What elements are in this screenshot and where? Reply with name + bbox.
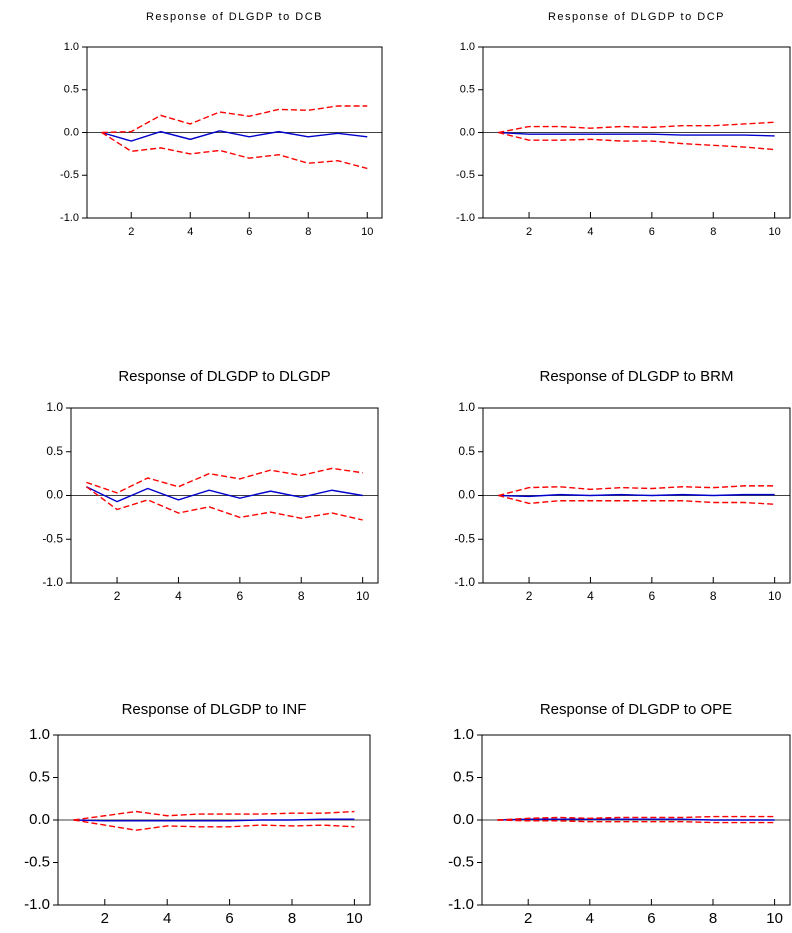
x-tick-label: 2: [526, 226, 532, 238]
response-line: [86, 486, 363, 503]
response-line: [498, 131, 775, 137]
x-tick-label: 2: [526, 589, 533, 603]
y-tick-label: 1.0: [460, 41, 475, 53]
y-tick-label: -0.5: [448, 853, 474, 870]
panel: Response of DLGDP to DCB -1.0 -0.5 0.0 0.5 1.…: [60, 11, 383, 238]
plot-frame: [57, 734, 371, 906]
y-tick-label: -1.0: [42, 575, 63, 589]
panel: Response of DLGDP to OPE -1.0 -0.5 0.0 0.5 1.…: [448, 701, 791, 927]
panel-title: Response of DLGDP to DLGDP: [118, 368, 330, 385]
y-tick-label: -0.5: [454, 531, 475, 545]
plot-frame: [482, 46, 791, 219]
y-tick-label: 0.0: [458, 488, 475, 502]
y-tick-label: 1.0: [458, 400, 475, 414]
x-tick-label: 4: [587, 589, 594, 603]
y-tick-label: -0.5: [24, 853, 50, 870]
x-tick-label: 6: [237, 589, 244, 603]
band-line: [73, 810, 355, 821]
y-tick-label: -0.5: [456, 169, 475, 181]
y-tick-label: 0.5: [46, 444, 63, 458]
y-tick-label: -1.0: [448, 896, 474, 913]
y-tick-label: 0.5: [458, 444, 475, 458]
x-tick-label: 6: [246, 226, 252, 238]
x-tick-label: 4: [587, 226, 593, 238]
x-tick-label: 8: [305, 226, 311, 238]
x-tick-label: 10: [766, 910, 783, 927]
y-tick-label: 0.0: [453, 811, 474, 828]
y-tick-label: 0.0: [46, 488, 63, 502]
panel-title: Response of DLGDP to DCB: [146, 11, 323, 23]
y-tick-label: 1.0: [64, 41, 79, 53]
x-tick-label: 10: [356, 589, 370, 603]
x-tick-label: 6: [649, 226, 655, 238]
x-tick-label: 2: [101, 910, 109, 927]
x-tick-label: 8: [710, 226, 716, 238]
band-line: [498, 121, 775, 134]
x-tick-label: 6: [225, 910, 233, 927]
response-line: [101, 130, 368, 142]
panel-title: Response of DLGDP to OPE: [540, 701, 732, 718]
y-tick-label: 0.5: [64, 84, 79, 96]
band-line: [498, 494, 775, 505]
band-line: [85, 486, 363, 521]
y-tick-label: 1.0: [46, 400, 63, 414]
x-tick-label: 2: [524, 910, 532, 927]
x-tick-label: 8: [710, 589, 717, 603]
y-tick-label: -0.5: [60, 169, 79, 181]
y-tick-label: 1.0: [453, 726, 474, 743]
y-tick-label: 0.5: [29, 768, 50, 785]
x-tick-label: 10: [769, 226, 781, 238]
y-tick-label: -1.0: [456, 212, 475, 224]
y-tick-label: 0.0: [64, 126, 79, 138]
x-tick-label: 4: [187, 226, 193, 238]
response-line: [498, 493, 775, 498]
x-tick-label: 8: [709, 910, 717, 927]
x-tick-label: 6: [649, 589, 656, 603]
y-tick-label: 0.5: [453, 768, 474, 785]
plot-frame: [70, 407, 379, 584]
x-tick-label: 6: [647, 910, 655, 927]
plot-frame: [481, 734, 791, 906]
band-line: [498, 131, 775, 151]
x-tick-label: 10: [346, 910, 363, 927]
x-tick-label: 10: [361, 226, 373, 238]
panel: Response of DLGDP to INF -1.0 -0.5 0.0 0.5 1.…: [24, 701, 371, 927]
panel-title: Response of DLGDP to BRM: [540, 368, 734, 385]
x-tick-label: 2: [114, 589, 121, 603]
y-tick-label: 0.0: [460, 126, 475, 138]
x-tick-label: 10: [768, 589, 782, 603]
y-tick-label: 0.5: [460, 84, 475, 96]
band-line: [497, 815, 775, 821]
band-line: [101, 131, 368, 170]
response-line: [497, 818, 775, 821]
response-line: [73, 818, 355, 822]
panel-title: Response of DLGDP to DCP: [548, 11, 725, 23]
x-tick-label: 4: [175, 589, 182, 603]
y-tick-label: -0.5: [42, 531, 63, 545]
panel: Response of DLGDP to DLGDP -1.0 -0.5 0.0 0.5…: [42, 368, 379, 603]
panel: Response of DLGDP to BRM -1.0 -0.5 0.0 0.5 1.…: [454, 368, 791, 603]
y-tick-label: -1.0: [454, 575, 475, 589]
y-tick-label: -1.0: [24, 896, 50, 913]
x-tick-label: 4: [586, 910, 594, 927]
band-line: [86, 467, 363, 494]
band-line: [498, 485, 775, 497]
plot-frame: [482, 407, 791, 584]
band-line: [497, 819, 775, 824]
panel-title: Response of DLGDP to INF: [122, 701, 307, 718]
plot-frame: [86, 46, 383, 219]
x-tick-label: 8: [288, 910, 296, 927]
x-tick-label: 2: [128, 226, 134, 238]
x-tick-label: 4: [163, 910, 171, 927]
y-tick-label: -1.0: [60, 212, 79, 224]
x-tick-label: 8: [298, 589, 305, 603]
y-tick-label: 1.0: [29, 726, 50, 743]
y-tick-label: 0.0: [29, 811, 50, 828]
band-line: [101, 105, 368, 134]
band-line: [73, 819, 355, 831]
panel: Response of DLGDP to DCP -1.0 -0.5 0.0 0.5 1.…: [456, 11, 791, 238]
